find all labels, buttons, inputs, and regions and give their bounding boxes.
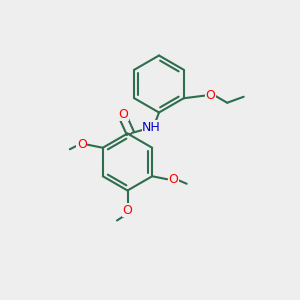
Text: NH: NH xyxy=(142,121,161,134)
Text: O: O xyxy=(118,107,128,121)
Text: O: O xyxy=(77,138,87,151)
Text: O: O xyxy=(206,89,216,102)
Text: O: O xyxy=(168,173,178,186)
Text: O: O xyxy=(123,203,132,217)
